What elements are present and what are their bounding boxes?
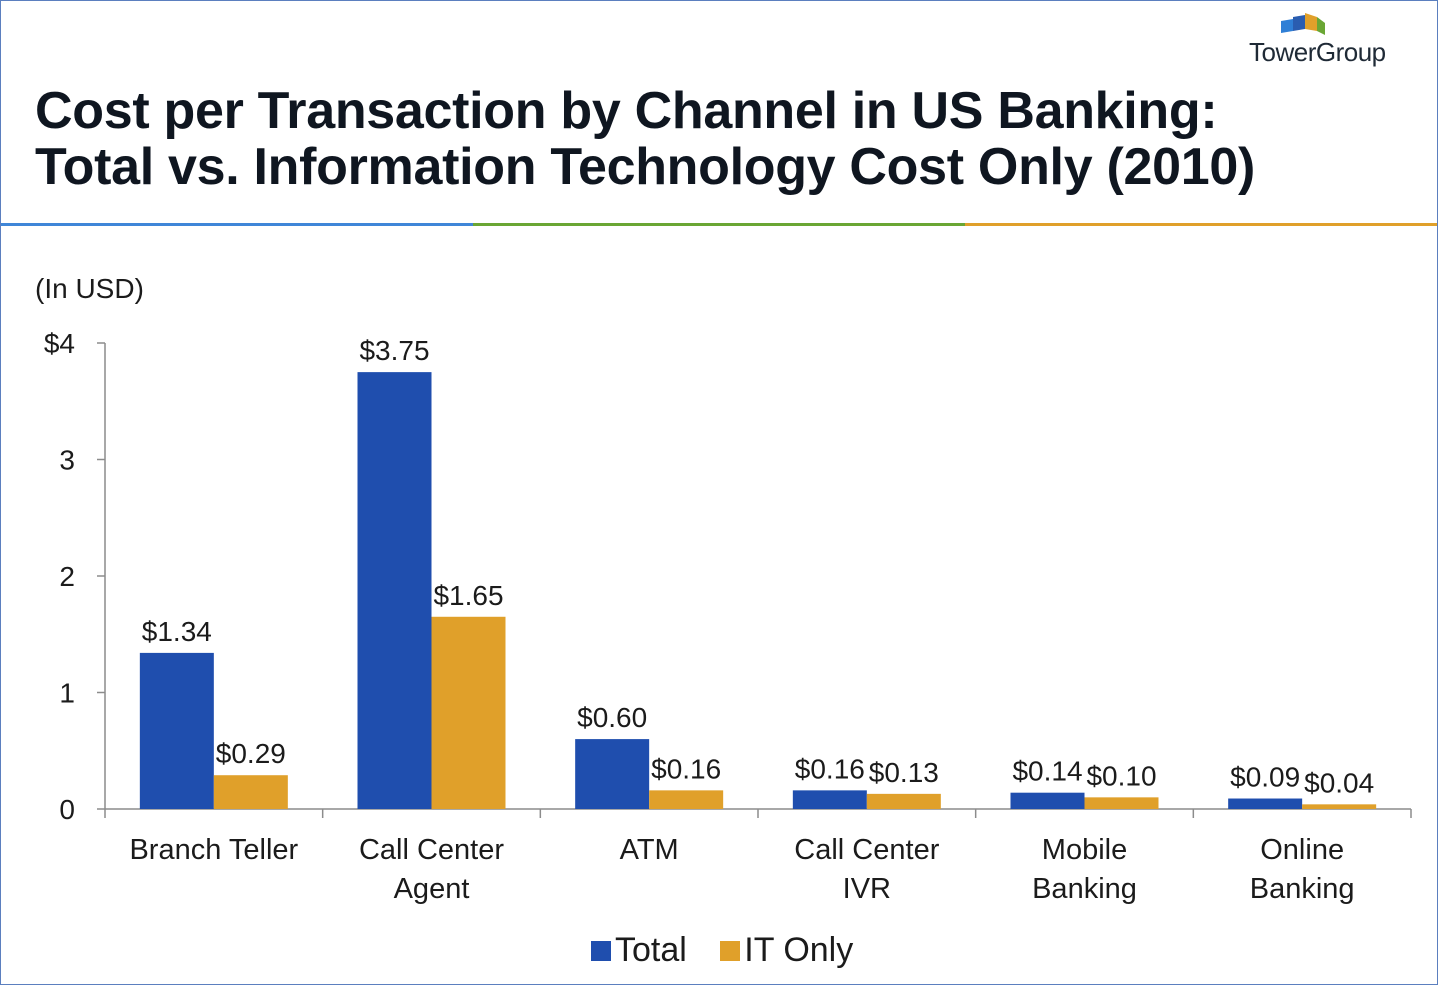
- data-label-total: $0.60: [577, 702, 647, 733]
- legend-swatch-it-only: [720, 941, 741, 961]
- bar-it-only: [1302, 804, 1377, 809]
- legend: Total IT Only: [591, 931, 877, 970]
- bar-it-only: [1084, 797, 1159, 809]
- bar-chart: 0 1 2 3 $4 $1.34 $0.29 Branch Teller $3.75 $1.65 C…: [44, 328, 1412, 905]
- data-label-it-only: $0.13: [869, 757, 939, 788]
- x-category-label: Online: [1260, 834, 1344, 866]
- unit-label: (In USD): [35, 273, 144, 304]
- legend-swatch-total: [591, 941, 611, 961]
- legend-label-it-only: IT Only: [744, 931, 854, 969]
- y-tick-label: $4: [44, 328, 75, 359]
- data-label-it-only: $0.29: [216, 738, 286, 769]
- bar-it-only: [431, 616, 506, 809]
- bar-total: [139, 652, 214, 809]
- data-label-total: $3.75: [359, 335, 429, 366]
- data-label-total: $0.14: [1012, 756, 1082, 787]
- towergroup-logo-icon: [1281, 13, 1325, 35]
- data-label-it-only: $0.04: [1304, 767, 1374, 798]
- bar-it-only: [866, 793, 941, 809]
- divider-green: [473, 223, 965, 226]
- data-label-it-only: $0.16: [651, 753, 721, 784]
- data-label-it-only: $0.10: [1086, 760, 1156, 791]
- legend-label-total: Total: [615, 931, 687, 969]
- data-label-total: $0.09: [1230, 762, 1300, 793]
- y-tick-label: 2: [59, 561, 75, 592]
- y-tick-label: 0: [59, 794, 75, 825]
- bar-total: [575, 739, 650, 809]
- x-category-label: Call Center: [359, 834, 504, 866]
- bar-total: [1228, 798, 1303, 809]
- bar-it-only: [213, 775, 288, 809]
- x-category-label: Agent: [394, 873, 470, 905]
- bar-total: [1010, 792, 1085, 809]
- bar-total: [357, 372, 432, 809]
- x-category-label: ATM: [620, 834, 679, 866]
- divider-blue: [1, 223, 473, 226]
- x-category-label: Call Center: [794, 834, 939, 866]
- y-tick-label: 3: [59, 445, 75, 476]
- chart-title: Cost per Transaction by Channel in US Ba…: [35, 83, 1415, 195]
- data-label-total: $1.34: [142, 616, 212, 647]
- data-label-it-only: $1.65: [433, 580, 503, 611]
- title-line-2: Total vs. Information Technology Cost On…: [35, 138, 1255, 196]
- title-line-1: Cost per Transaction by Channel in US Ba…: [35, 82, 1218, 140]
- x-category-label: Branch Teller: [129, 834, 298, 866]
- brand-name: TowerGroup: [1249, 37, 1386, 67]
- x-category-label: IVR: [843, 873, 891, 905]
- y-tick-label: 1: [59, 678, 75, 709]
- bar-it-only: [649, 790, 724, 809]
- x-category-label: Mobile: [1042, 834, 1127, 866]
- legend-item-total: Total: [591, 931, 687, 970]
- data-label-total: $0.16: [795, 753, 865, 784]
- x-category-label: Banking: [1250, 873, 1355, 905]
- legend-item-it-only: IT Only: [720, 931, 853, 970]
- bar-total: [792, 790, 867, 809]
- x-category-label: Banking: [1032, 873, 1137, 905]
- divider-orange: [965, 223, 1437, 226]
